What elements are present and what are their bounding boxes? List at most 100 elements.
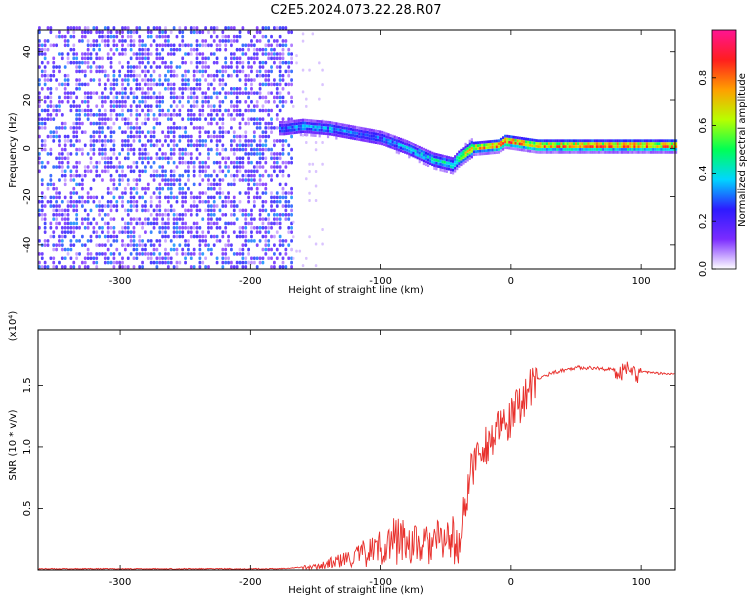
spectrogram-cell — [218, 178, 222, 182]
spectrogram-cell — [164, 139, 167, 143]
spectrogram-cell — [201, 160, 205, 165]
spectrogram-cell — [320, 128, 323, 132]
spectrogram-cell — [98, 243, 101, 248]
spectrogram-cell — [212, 160, 216, 165]
spectrogram-cell — [489, 143, 492, 146]
colorbar-tick-label: 0.4 — [698, 165, 709, 181]
spectrogram-cell — [218, 134, 222, 139]
spectrogram-cell — [189, 95, 193, 100]
spectrogram-cell — [255, 91, 259, 95]
spectrogram-cell — [181, 204, 185, 208]
spectrogram-cell — [324, 132, 328, 136]
spectrogram-cell — [278, 152, 282, 156]
spectrogram-cell — [244, 234, 248, 239]
spectrogram-cell — [138, 39, 142, 43]
spectrogram-cell — [161, 108, 165, 113]
spectrogram-cell — [250, 100, 253, 104]
spectrogram-cell — [247, 117, 251, 121]
spectrogram-cell — [391, 134, 394, 138]
spectrogram-cell — [278, 108, 282, 113]
spectrogram-cell — [293, 128, 296, 132]
spectrogram-cell — [132, 265, 136, 269]
spectrogram-cell — [552, 139, 555, 143]
spectrogram-cell — [135, 217, 139, 221]
spectrogram-cell — [115, 117, 119, 121]
spectrogram-cell — [204, 265, 208, 269]
spectrogram-cell — [49, 152, 53, 156]
spectrogram-cell — [98, 108, 101, 113]
spectrogram-cell — [126, 43, 130, 48]
spectrogram-cell — [89, 113, 93, 117]
spectrogram-cell — [86, 60, 90, 65]
spectrogram-cell — [129, 217, 133, 221]
spectrogram-cell — [443, 160, 446, 164]
spectrogram-cell — [660, 139, 663, 143]
spectrogram-cell — [293, 119, 296, 123]
spectrogram-cell — [244, 178, 248, 182]
spectrogram-cell — [595, 145, 598, 148]
spectrogram-cell — [387, 133, 390, 136]
spectrogram-cell — [232, 52, 236, 56]
spectrogram-cell — [397, 145, 400, 149]
spectrogram-cell — [556, 139, 559, 143]
spectrogram-cell — [341, 132, 344, 135]
spectrogram-cell — [612, 145, 615, 148]
spectrogram-cell — [149, 204, 153, 208]
spectrogram-cell — [354, 125, 357, 129]
spectrogram-cell — [232, 178, 236, 182]
spectrogram-cell — [98, 199, 101, 204]
spectrogram-cell — [172, 43, 176, 48]
spectrogram-cell — [112, 121, 116, 126]
spectrogram-cell — [568, 142, 571, 146]
spectrogram-cell — [38, 265, 41, 269]
spectrogram-cell — [75, 86, 79, 91]
spectrogram-cell — [247, 60, 251, 65]
spectrogram-cell — [132, 204, 136, 208]
spectrogram-cell — [161, 56, 165, 61]
spectrogram-cell — [631, 150, 634, 154]
spectrogram-cell — [616, 139, 619, 143]
spectrogram-cell — [281, 243, 285, 248]
spectrogram-cell — [264, 182, 268, 187]
spectrogram-cell — [83, 73, 87, 78]
spectrogram-cell — [132, 178, 136, 182]
spectrogram-cell — [652, 145, 655, 148]
spectrogram-cell — [80, 39, 84, 43]
spectrogram-cell — [112, 195, 116, 200]
spectrogram-cell — [63, 34, 67, 39]
spectrogram-cell — [283, 132, 286, 136]
spectrogram-cell — [215, 147, 219, 152]
spectrogram-cell — [435, 155, 438, 159]
spectrogram-cell — [209, 82, 213, 87]
spectrogram-cell — [112, 26, 116, 30]
spectrogram-cell — [40, 108, 44, 113]
spectrogram-cell — [468, 154, 471, 158]
spectrogram-cell — [146, 78, 150, 82]
spectrogram-cell — [304, 127, 307, 131]
spectrogram-cell — [558, 150, 561, 154]
spectrogram-cell — [75, 139, 79, 143]
spectrogram-cell — [358, 129, 361, 133]
spectrogram-cell — [235, 95, 239, 100]
spectrogram-cell — [63, 173, 67, 178]
spectrogram-cell — [43, 221, 47, 226]
spectrogram-cell — [181, 117, 185, 121]
spectrogram-cell — [247, 260, 251, 265]
spectrogram-cell — [138, 252, 142, 256]
spectrogram-cell — [121, 104, 124, 108]
spectrogram-cell — [524, 140, 528, 144]
spectrogram-cell — [112, 217, 116, 221]
spectrogram-cell — [149, 143, 153, 148]
spectrogram-cell — [560, 150, 563, 154]
spectrogram-cell — [493, 139, 496, 143]
spectrogram-cell — [103, 169, 107, 174]
spectrogram-cell — [83, 60, 87, 65]
spectrogram-cell — [278, 226, 282, 230]
spectrogram-cell — [121, 43, 124, 48]
spectrogram-cell — [72, 134, 76, 139]
spectrogram-cell — [75, 147, 79, 152]
spectrogram-cell — [281, 147, 285, 152]
spectrogram-cell — [579, 145, 582, 148]
spectrogram-cell — [66, 152, 70, 156]
spectrogram-cell — [181, 152, 185, 156]
